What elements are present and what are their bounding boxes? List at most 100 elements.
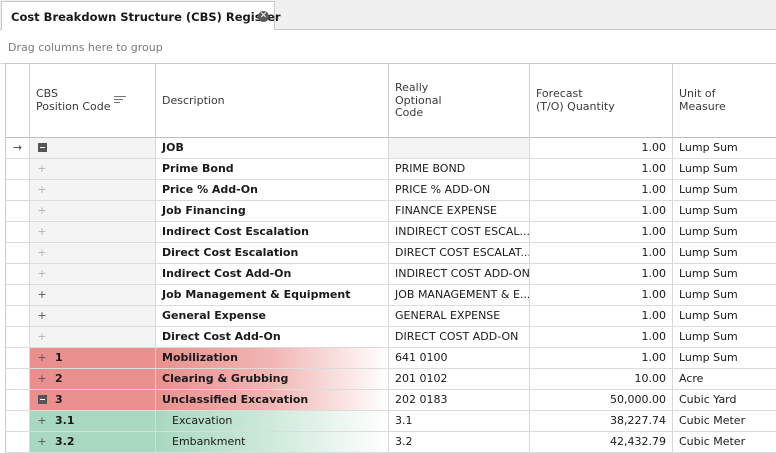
cell-optional-code[interactable]: DIRECT COST ADD-ON bbox=[389, 327, 530, 347]
table-row[interactable]: + Job Financing FINANCE EXPENSE 1.00 Lump Su… bbox=[5, 201, 776, 222]
expand-icon[interactable]: + bbox=[37, 435, 47, 448]
cell-uom[interactable]: Lump Sum bbox=[673, 180, 776, 200]
column-header-uom[interactable]: Unit of Measure bbox=[673, 64, 776, 138]
cell-description[interactable]: Unclassified Excavation bbox=[156, 390, 389, 410]
expand-icon[interactable]: + bbox=[37, 246, 47, 259]
table-row[interactable]: +1 Mobilization 641 0100 1.00 Lump Sum bbox=[5, 348, 776, 369]
cell-description[interactable]: Excavation bbox=[156, 411, 389, 431]
table-row[interactable]: 3 Unclassified Excavation 202 0183 50,000.0… bbox=[5, 390, 776, 411]
cell-description[interactable]: Prime Bond bbox=[156, 159, 389, 179]
cell-code[interactable]: + bbox=[30, 264, 156, 284]
expand-icon[interactable]: + bbox=[37, 309, 47, 322]
cell-optional-code[interactable]: INDIRECT COST ADD-ON bbox=[389, 264, 530, 284]
cell-uom[interactable]: Acre bbox=[673, 369, 776, 389]
expand-icon[interactable]: + bbox=[37, 267, 47, 280]
column-header-forecast-qty[interactable]: Forecast (T/O) Quantity bbox=[530, 64, 673, 138]
table-row[interactable]: + Price % Add-On PRICE % ADD-ON 1.00 Lump Su… bbox=[5, 180, 776, 201]
cell-description[interactable]: General Expense bbox=[156, 306, 389, 326]
cell-forecast-qty[interactable]: 1.00 bbox=[530, 264, 673, 284]
cell-description[interactable]: JOB bbox=[156, 138, 389, 158]
cell-forecast-qty[interactable]: 1.00 bbox=[530, 222, 673, 242]
table-row[interactable]: + General Expense GENERAL EXPENSE 1.00 Lump … bbox=[5, 306, 776, 327]
cell-forecast-qty[interactable]: 38,227.74 bbox=[530, 411, 673, 431]
cell-forecast-qty[interactable]: 1.00 bbox=[530, 348, 673, 368]
cell-forecast-qty[interactable]: 1.00 bbox=[530, 306, 673, 326]
cell-optional-code[interactable]: JOB MANAGEMENT & E... bbox=[389, 285, 530, 305]
table-row[interactable]: + Prime Bond PRIME BOND 1.00 Lump Sum bbox=[5, 159, 776, 180]
cell-code[interactable]: + bbox=[30, 285, 156, 305]
cell-uom[interactable]: Cubic Yard bbox=[673, 390, 776, 410]
cell-code[interactable]: + bbox=[30, 201, 156, 221]
table-row[interactable]: → JOB 1.00 Lump Sum bbox=[5, 138, 776, 159]
cell-description[interactable]: Embankment bbox=[156, 432, 389, 452]
cell-code[interactable]: 3 bbox=[30, 390, 156, 410]
cell-forecast-qty[interactable]: 1.00 bbox=[530, 243, 673, 263]
cell-code[interactable]: +3.1 bbox=[30, 411, 156, 431]
cell-uom[interactable]: Cubic Meter bbox=[673, 411, 776, 431]
expand-icon[interactable]: + bbox=[37, 288, 47, 301]
close-icon[interactable]: ✕ bbox=[258, 11, 269, 22]
cell-code[interactable]: + bbox=[30, 222, 156, 242]
table-row[interactable]: +2 Clearing & Grubbing 201 0102 10.00 Acre bbox=[5, 369, 776, 390]
cell-optional-code[interactable]: FINANCE EXPENSE bbox=[389, 201, 530, 221]
expand-icon[interactable]: + bbox=[37, 330, 47, 343]
cell-forecast-qty[interactable]: 1.00 bbox=[530, 201, 673, 221]
table-row[interactable]: + Indirect Cost Add-On INDIRECT COST ADD-O… bbox=[5, 264, 776, 285]
cell-forecast-qty[interactable]: 1.00 bbox=[530, 180, 673, 200]
cell-optional-code[interactable]: DIRECT COST ESCALAT... bbox=[389, 243, 530, 263]
cell-description[interactable]: Job Financing bbox=[156, 201, 389, 221]
cell-description[interactable]: Job Management & Equipment bbox=[156, 285, 389, 305]
table-row[interactable]: +3.2 Embankment 3.2 42,432.79 Cubic Meter bbox=[5, 432, 776, 453]
cell-uom[interactable]: Lump Sum bbox=[673, 285, 776, 305]
cell-optional-code[interactable]: PRICE % ADD-ON bbox=[389, 180, 530, 200]
cell-forecast-qty[interactable]: 50,000.00 bbox=[530, 390, 673, 410]
cell-description[interactable]: Clearing & Grubbing bbox=[156, 369, 389, 389]
cell-uom[interactable]: Lump Sum bbox=[673, 264, 776, 284]
expand-icon[interactable]: + bbox=[37, 372, 47, 385]
collapse-icon[interactable] bbox=[38, 395, 47, 404]
expand-icon[interactable]: + bbox=[37, 351, 47, 364]
cell-optional-code[interactable]: 202 0183 bbox=[389, 390, 530, 410]
cell-code[interactable]: + bbox=[30, 180, 156, 200]
cell-uom[interactable]: Lump Sum bbox=[673, 243, 776, 263]
expand-icon[interactable]: + bbox=[37, 162, 47, 175]
cell-uom[interactable]: Cubic Meter bbox=[673, 432, 776, 452]
cell-optional-code[interactable]: PRIME BOND bbox=[389, 159, 530, 179]
cell-code[interactable]: +3.2 bbox=[30, 432, 156, 452]
cell-optional-code[interactable] bbox=[389, 138, 530, 158]
cell-forecast-qty[interactable]: 1.00 bbox=[530, 327, 673, 347]
cell-optional-code[interactable]: INDIRECT COST ESCAL... bbox=[389, 222, 530, 242]
cell-uom[interactable]: Lump Sum bbox=[673, 159, 776, 179]
expand-icon[interactable]: + bbox=[37, 204, 47, 217]
column-header-description[interactable]: Description bbox=[156, 64, 389, 138]
expand-icon[interactable]: + bbox=[37, 183, 47, 196]
cell-uom[interactable]: Lump Sum bbox=[673, 327, 776, 347]
group-panel[interactable]: Drag columns here to group bbox=[0, 31, 776, 64]
cell-description[interactable]: Indirect Cost Escalation bbox=[156, 222, 389, 242]
cell-description[interactable]: Direct Cost Add-On bbox=[156, 327, 389, 347]
cell-code[interactable]: + bbox=[30, 243, 156, 263]
cell-description[interactable]: Direct Cost Escalation bbox=[156, 243, 389, 263]
cell-forecast-qty[interactable]: 10.00 bbox=[530, 369, 673, 389]
cell-description[interactable]: Price % Add-On bbox=[156, 180, 389, 200]
cell-code[interactable]: +1 bbox=[30, 348, 156, 368]
table-row[interactable]: + Job Management & Equipment JOB MANAGEMEN… bbox=[5, 285, 776, 306]
cell-forecast-qty[interactable]: 42,432.79 bbox=[530, 432, 673, 452]
cell-optional-code[interactable]: 3.1 bbox=[389, 411, 530, 431]
table-row[interactable]: + Direct Cost Escalation DIRECT COST ESCAL… bbox=[5, 243, 776, 264]
cell-code[interactable] bbox=[30, 138, 156, 158]
table-row[interactable]: +3.1 Excavation 3.1 38,227.74 Cubic Meter bbox=[5, 411, 776, 432]
cell-uom[interactable]: Lump Sum bbox=[673, 201, 776, 221]
cell-description[interactable]: Indirect Cost Add-On bbox=[156, 264, 389, 284]
cell-uom[interactable]: Lump Sum bbox=[673, 348, 776, 368]
cell-uom[interactable]: Lump Sum bbox=[673, 222, 776, 242]
cell-uom[interactable]: Lump Sum bbox=[673, 138, 776, 158]
cell-forecast-qty[interactable]: 1.00 bbox=[530, 159, 673, 179]
table-row[interactable]: + Direct Cost Add-On DIRECT COST ADD-ON 1.0… bbox=[5, 327, 776, 348]
tab-cbs-register[interactable]: Cost Breakdown Structure (CBS) Register … bbox=[1, 1, 281, 30]
sort-icon[interactable] bbox=[114, 96, 126, 106]
cell-optional-code[interactable]: GENERAL EXPENSE bbox=[389, 306, 530, 326]
cell-code[interactable]: + bbox=[30, 306, 156, 326]
cell-code[interactable]: +2 bbox=[30, 369, 156, 389]
cell-description[interactable]: Mobilization bbox=[156, 348, 389, 368]
